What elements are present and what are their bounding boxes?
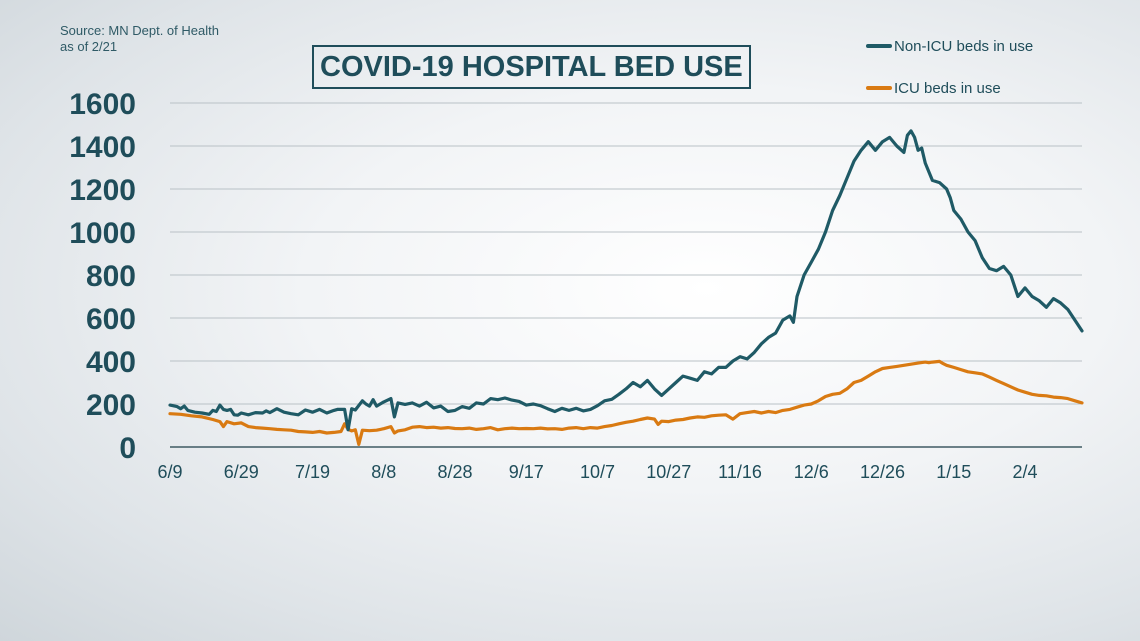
chart-title: COVID-19 HOSPITAL BED USE — [312, 45, 751, 89]
x-tick-label: 12/6 — [794, 462, 829, 482]
x-tick-label: 10/27 — [646, 462, 691, 482]
x-tick-label: 6/9 — [157, 462, 182, 482]
y-tick-label: 1600 — [69, 88, 136, 121]
y-tick-label: 600 — [86, 303, 136, 336]
x-tick-label: 6/29 — [224, 462, 259, 482]
y-tick-label: 1400 — [69, 131, 136, 164]
as-of-date: as of 2/21 — [60, 39, 118, 54]
series-lines — [168, 129, 1084, 446]
gridlines — [170, 102, 1082, 405]
x-tick-label: 8/28 — [437, 462, 472, 482]
x-tick-label: 12/26 — [860, 462, 905, 482]
y-tick-label: 1000 — [69, 217, 136, 250]
y-tick-label: 1200 — [69, 174, 136, 207]
legend-label-non-icu: Non-ICU beds in use — [894, 37, 1034, 55]
x-axis-tick-labels: 6/9 6/29 7/19 8/8 8/28 9/17 10/7 10/27 11/16 12/6… — [157, 462, 1037, 482]
x-tick-label: 1/15 — [936, 462, 971, 482]
legend: Non-ICU beds in use ICU beds in use — [866, 36, 1033, 120]
source-line: Source: MN Dept. of Health — [60, 23, 219, 38]
legend-item-icu: ICU beds in use — [866, 78, 1033, 98]
x-tick-label: 10/7 — [580, 462, 615, 482]
x-tick-label: 2/4 — [1012, 462, 1037, 482]
legend-swatch-non-icu — [866, 44, 892, 48]
x-tick-label: 9/17 — [509, 462, 544, 482]
series-line-non-icu — [168, 129, 1084, 432]
legend-item-non-icu: Non-ICU beds in use — [866, 36, 1033, 56]
legend-label-icu: ICU beds in use — [894, 79, 1001, 97]
series-line-icu — [168, 359, 1084, 446]
legend-swatch-icu — [866, 86, 892, 90]
y-tick-label: 0 — [119, 432, 136, 465]
y-tick-label: 200 — [86, 389, 136, 422]
x-tick-label: 8/8 — [371, 462, 396, 482]
y-axis-tick-labels: 0 200 400 600 800 1000 1200 1400 1600 — [69, 88, 136, 465]
y-tick-label: 800 — [86, 260, 136, 293]
source-note: Source: MN Dept. of Health as of 2/21 — [60, 23, 219, 55]
x-tick-label: 7/19 — [295, 462, 330, 482]
x-tick-label: 11/16 — [718, 462, 762, 482]
y-tick-label: 400 — [86, 346, 136, 379]
